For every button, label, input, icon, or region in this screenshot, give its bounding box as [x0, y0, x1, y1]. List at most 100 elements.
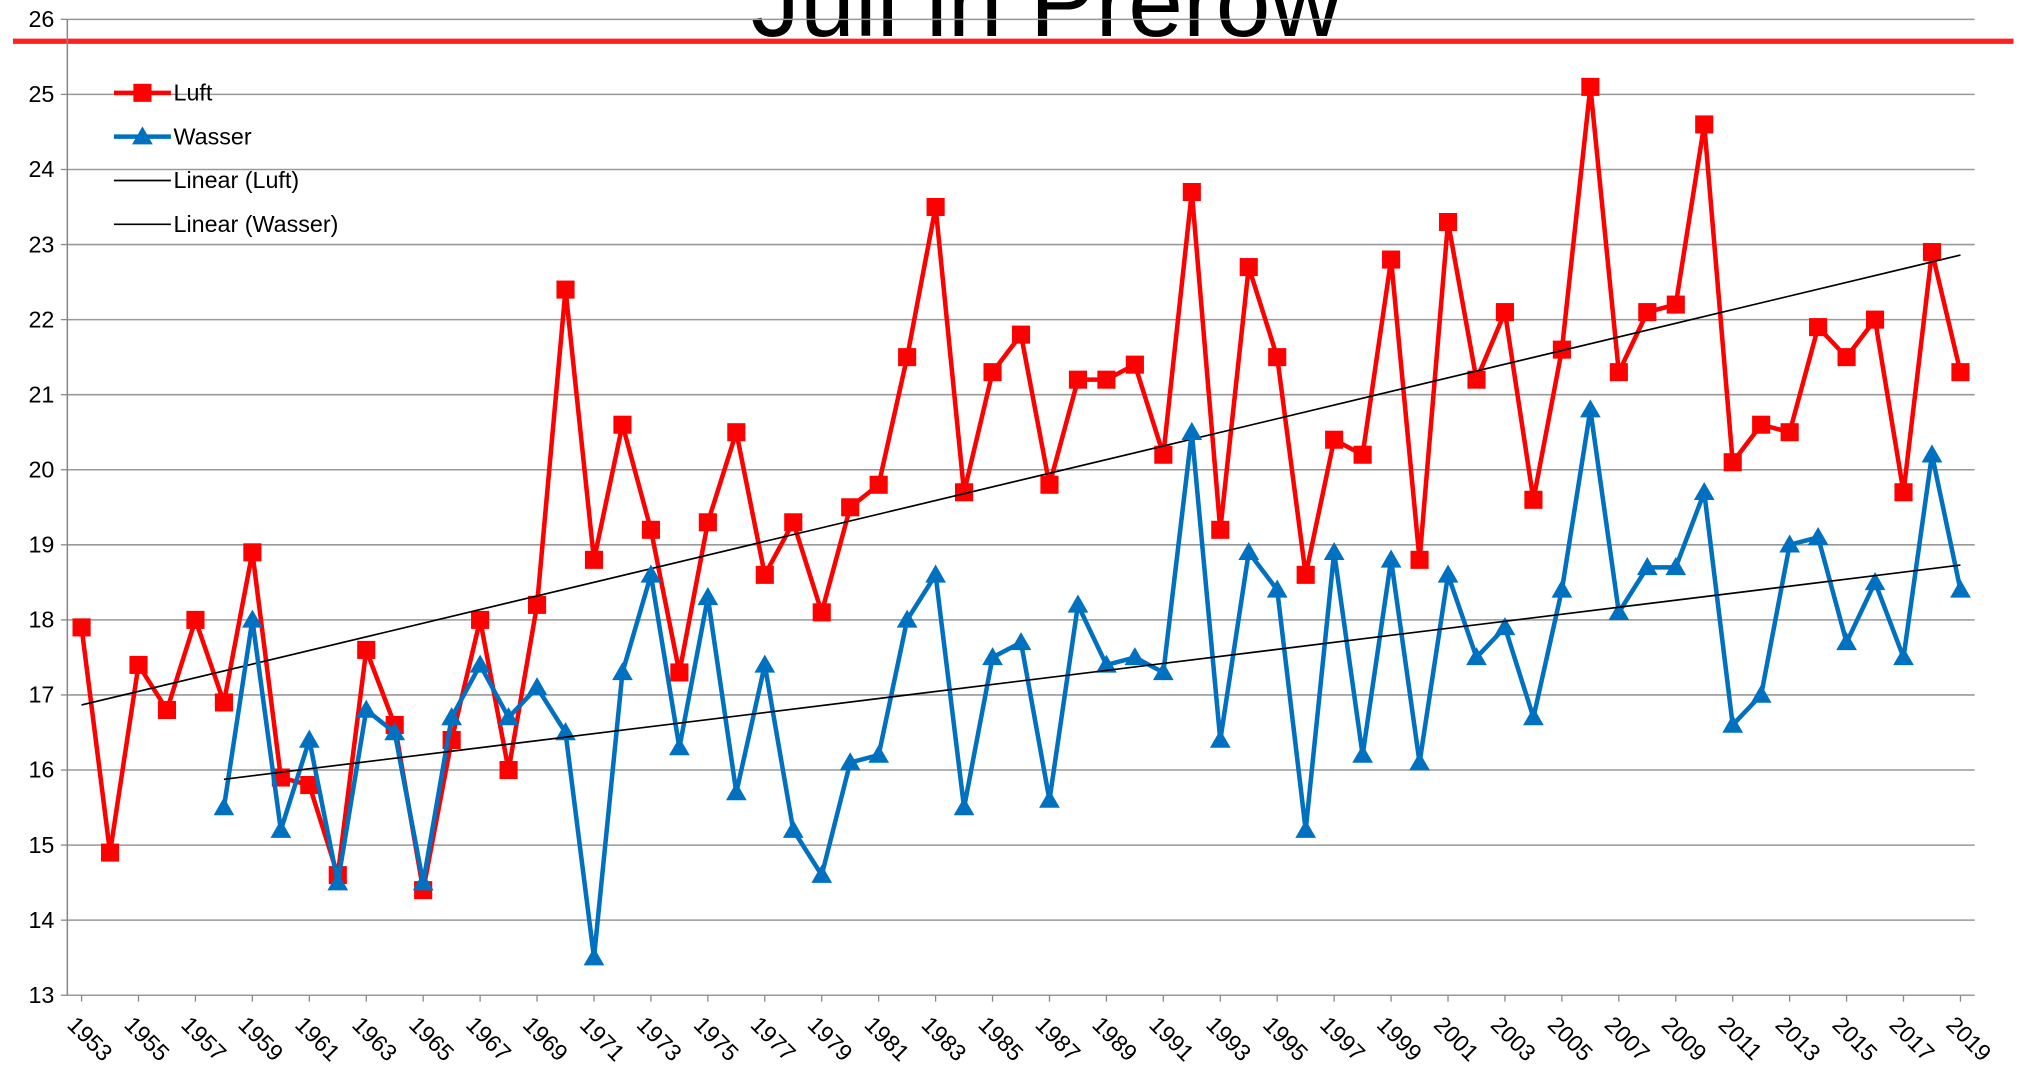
marker [214, 693, 233, 712]
marker [1068, 370, 1088, 389]
marker [1466, 647, 1487, 666]
x-tick-label: 2017 [1884, 1011, 1939, 1066]
marker [727, 423, 746, 442]
y-tick-label: 26 [28, 6, 54, 32]
marker [1239, 258, 1258, 277]
marker [1523, 707, 1544, 726]
y-tick-label: 14 [28, 907, 54, 933]
y-tick-label: 20 [28, 457, 54, 483]
marker [133, 83, 152, 102]
legend-label: Linear (Luft) [174, 167, 300, 193]
marker [1010, 632, 1032, 651]
marker [1467, 370, 1486, 389]
y-tick-label: 25 [28, 81, 54, 107]
marker [1494, 617, 1516, 636]
marker [1238, 542, 1260, 561]
marker [412, 872, 434, 891]
marker [584, 550, 604, 569]
marker [1124, 647, 1146, 666]
marker [1380, 549, 1402, 568]
y-tick-label: 15 [28, 832, 54, 858]
marker [754, 654, 776, 673]
marker [1893, 647, 1914, 666]
marker [1551, 579, 1573, 598]
marker [784, 513, 803, 532]
x-tick-label: 1953 [62, 1011, 117, 1066]
marker [1950, 579, 1971, 598]
marker [613, 415, 632, 434]
trendline [223, 564, 1961, 781]
marker [669, 737, 690, 756]
marker [157, 700, 177, 719]
marker [1837, 348, 1856, 367]
x-tick-label: 2015 [1827, 1011, 1882, 1066]
marker [1693, 481, 1715, 501]
marker [1836, 632, 1857, 651]
marker [1495, 303, 1515, 322]
y-tick-label: 16 [28, 757, 54, 783]
marker [1780, 423, 1799, 442]
y-tick-label: 23 [28, 231, 54, 257]
marker [1268, 348, 1287, 367]
x-tick-label: 1959 [233, 1011, 288, 1066]
x-tick-label: 1969 [518, 1011, 573, 1066]
marker [384, 722, 406, 741]
x-tick-label: 1983 [917, 1011, 972, 1066]
marker [270, 819, 292, 838]
marker [471, 610, 490, 629]
legend-label: Linear (Wasser) [174, 211, 339, 237]
x-tick-label: 2009 [1657, 1011, 1712, 1066]
x-tick-label: 1995 [1258, 1011, 1313, 1066]
y-tick-label: 21 [28, 381, 54, 407]
x-tick-label: 2005 [1543, 1011, 1598, 1066]
marker [498, 707, 519, 726]
marker [1152, 662, 1174, 681]
marker [1097, 370, 1116, 389]
x-tick-label: 1973 [632, 1011, 687, 1066]
marker [1181, 421, 1203, 440]
marker [1665, 557, 1687, 576]
marker [896, 609, 918, 628]
marker [1809, 318, 1828, 337]
marker [698, 513, 717, 532]
marker [640, 564, 662, 583]
marker [839, 752, 861, 771]
marker [1266, 579, 1288, 598]
marker [1353, 445, 1372, 464]
marker [469, 654, 491, 673]
marker [1608, 602, 1630, 621]
x-tick-label: 2003 [1486, 1011, 1541, 1066]
marker [983, 363, 1002, 382]
marker [1410, 550, 1429, 569]
marker [755, 565, 774, 584]
marker [1096, 654, 1117, 673]
x-tick-label: 1979 [803, 1011, 858, 1066]
marker [1211, 520, 1230, 539]
y-tick-label: 13 [28, 982, 54, 1008]
marker [527, 595, 547, 614]
marker [1864, 572, 1886, 591]
marker [213, 797, 235, 816]
marker [355, 699, 377, 718]
marker [898, 348, 917, 367]
y-tick-label: 18 [28, 607, 54, 633]
marker [242, 609, 263, 628]
marker [526, 677, 548, 696]
legend-label: Wasser [174, 123, 252, 149]
x-tick-label: 1971 [575, 1011, 630, 1066]
marker [953, 797, 975, 816]
marker [1580, 399, 1601, 418]
x-tick-label: 2011 [1714, 1011, 1768, 1065]
marker [243, 543, 262, 562]
x-tick-label: 2001 [1429, 1011, 1484, 1066]
x-tick-label: 1993 [1201, 1011, 1256, 1066]
marker [1296, 565, 1315, 584]
marker [1040, 475, 1059, 494]
marker [1609, 363, 1628, 382]
marker [841, 498, 860, 517]
marker [1382, 250, 1401, 269]
marker [186, 610, 205, 629]
marker [1807, 526, 1829, 546]
marker [1638, 303, 1657, 322]
